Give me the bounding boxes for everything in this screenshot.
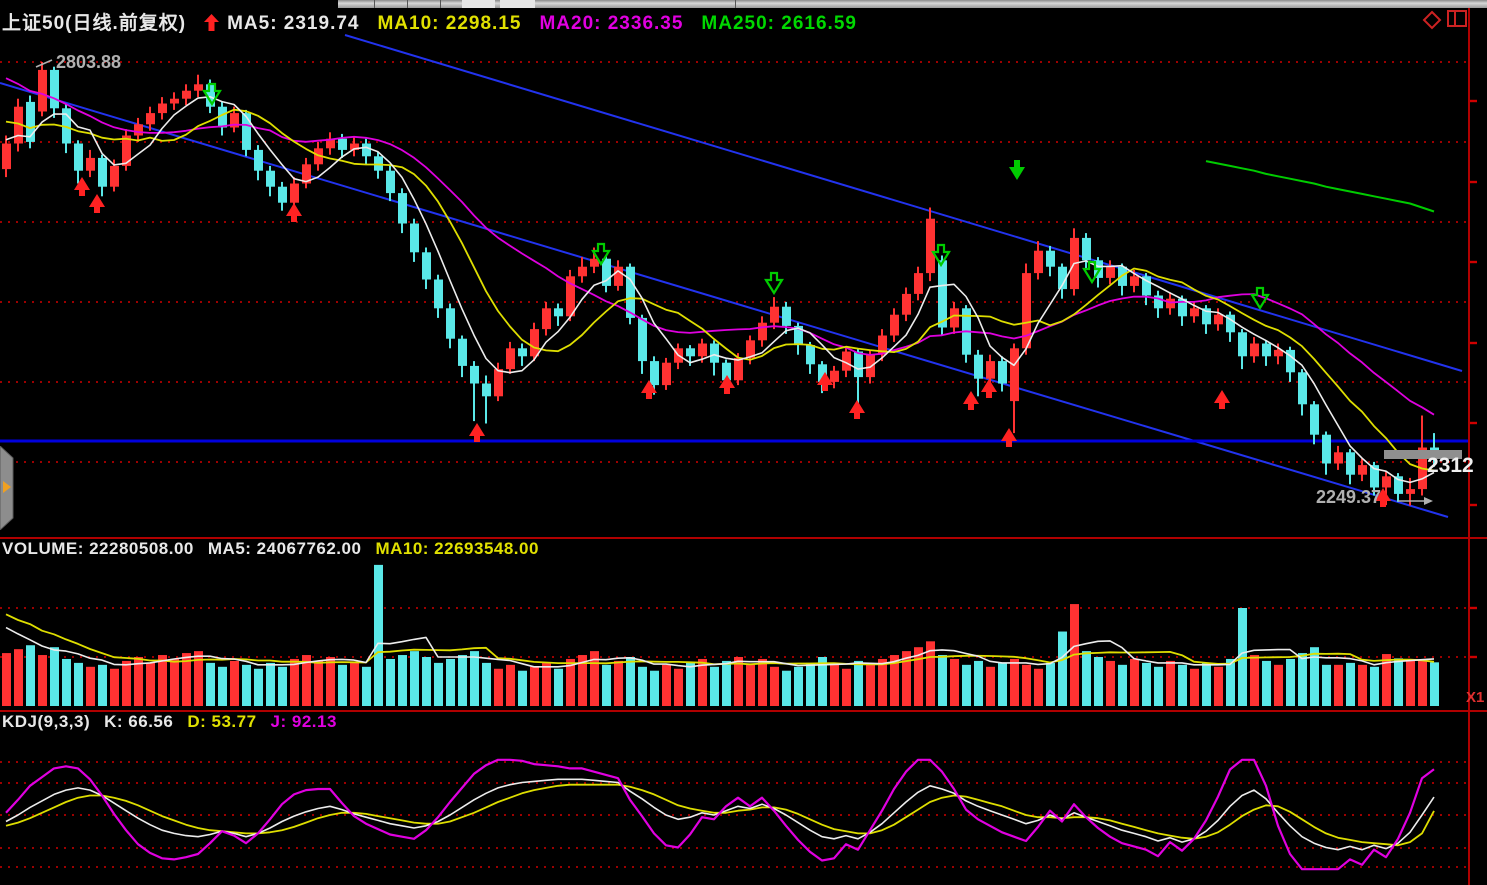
ma5-readout: MA5: 2319.74 [227,13,360,34]
main-volume-divider[interactable] [0,537,1487,539]
volume-header: VOLUME: 22280508.00 MA5: 24067762.00 MA10:… [2,539,553,559]
chart-toolbar [1422,10,1467,35]
top-strip-highlight [500,0,535,8]
ma20-readout: MA20: 2336.35 [539,13,684,34]
ma250-readout: MA250: 2616.59 [701,13,857,34]
kdj-header: KDJ(9,3,3) K: 66.56 D: 53.77 J: 92.13 [2,712,351,732]
low-price-annotation: 2249.37 [1316,487,1382,507]
kdj-k-readout: K: 66.56 [104,712,174,731]
last-price-tag: 2312 [1427,454,1474,477]
kdj-j-readout: J: 92.13 [270,712,337,731]
symbol-title: 上证50(日线.前复权) [2,13,187,34]
top-strip-divider [735,0,736,8]
main-chart-header: 上证50(日线.前复权) MA5: 2319.74 MA10: 2298.15 MA2… [2,8,875,35]
volume-ma10-readout: MA10: 22693548.00 [375,539,539,558]
top-strip-highlight [462,0,495,8]
split-window-icon[interactable] [1447,10,1467,35]
top-strip-divider [374,0,375,8]
top-strip-divider [440,0,441,8]
volume-scale-label: X1 [1466,689,1485,706]
top-strip-divider [407,0,408,8]
expand-right-icon [3,481,11,493]
volume-readout: VOLUME: 22280508.00 [2,539,194,558]
diamond-tool-icon[interactable] [1422,10,1442,35]
window-top-edge [338,0,1487,8]
ma10-readout: MA10: 2298.15 [377,13,522,34]
volume-ma5-readout: MA5: 24067762.00 [207,539,362,558]
sidebar-expand-handle[interactable] [0,445,15,531]
right-axis-border [1468,8,1470,885]
high-price-annotation: 2803.88 [56,52,122,72]
volume-kdj-divider[interactable] [0,710,1487,712]
kdj-d-readout: D: 53.77 [187,712,257,731]
last-price-marker-bar [1384,450,1462,459]
up-arrow-icon [204,13,220,34]
kdj-label: KDJ(9,3,3) [2,712,91,731]
